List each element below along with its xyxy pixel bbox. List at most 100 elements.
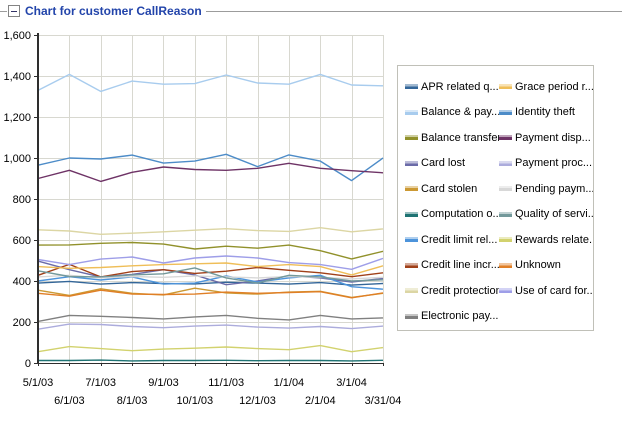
- x-axis-tick-label: 12/1/03: [239, 395, 276, 407]
- series-line: [37, 344, 384, 353]
- series-line: [37, 280, 384, 286]
- legend-item: Quality of servi...: [499, 202, 593, 228]
- panel-title: Chart for customer CallReason: [25, 4, 202, 18]
- legend-label: Credit limit rel...: [421, 233, 498, 246]
- legend-swatch: [499, 211, 512, 217]
- x-axis-tick-label: 10/1/03: [176, 395, 213, 407]
- legend-label: Balance transfer: [421, 131, 499, 144]
- legend-label: Computation o...: [421, 208, 499, 221]
- series-line: [37, 153, 384, 182]
- series-line: [37, 241, 384, 260]
- y-axis-tick-label: 1,200: [3, 112, 31, 124]
- x-axis-tick-label: 8/1/03: [117, 395, 148, 407]
- legend-label: Balance & pay...: [421, 106, 499, 119]
- legend-swatch: [499, 262, 512, 268]
- panel-header: Chart for customer CallReason: [0, 3, 622, 19]
- legend-item: Card lost: [405, 151, 499, 177]
- series-line: [37, 162, 384, 183]
- legend-swatch: [499, 186, 512, 192]
- legend-swatch: [405, 211, 418, 217]
- legend-swatch: [499, 160, 512, 166]
- x-axis-tick-label: 9/1/03: [148, 377, 179, 389]
- legend-swatch: [499, 135, 512, 141]
- x-axis-tick-label: 1/1/04: [274, 377, 305, 389]
- legend-item: Pending paym...: [499, 176, 593, 202]
- y-axis-tick-label: 600: [13, 235, 31, 247]
- legend-swatch: [405, 313, 418, 319]
- legend-label: Pending paym...: [515, 182, 593, 195]
- series-line: [37, 267, 384, 284]
- x-axis-tick-label: 3/1/04: [336, 377, 367, 389]
- legend-swatch: [499, 288, 512, 294]
- y-axis-tick-label: 200: [13, 317, 31, 329]
- legend-swatch: [499, 84, 512, 90]
- legend-label: Card lost: [421, 157, 466, 170]
- legend-swatch: [405, 109, 418, 115]
- header-rule-left: [0, 10, 7, 12]
- legend-label: Credit protection: [421, 284, 499, 297]
- legend-swatch: [405, 237, 418, 243]
- x-axis-tick-label: 11/1/03: [208, 377, 244, 389]
- legend-swatch: [405, 288, 418, 294]
- header-rule-right: [205, 10, 622, 12]
- legend-item: Electronic pay...: [405, 304, 499, 330]
- minus-icon: [11, 11, 17, 12]
- collapse-section-button[interactable]: [8, 5, 20, 17]
- legend-label: Rewards relate...: [515, 233, 593, 246]
- legend-label: Quality of servi...: [515, 208, 593, 221]
- y-axis-tick-label: 400: [13, 276, 31, 288]
- series-line: [37, 255, 384, 270]
- legend-item: Credit line incr...: [405, 253, 499, 279]
- legend-swatch: [405, 84, 418, 90]
- legend-label: Payment proc...: [515, 157, 593, 170]
- legend-item: Credit protection: [405, 278, 499, 304]
- series-line: [37, 289, 384, 299]
- legend-label: Payment disp...: [515, 131, 591, 144]
- legend-item: Card stolen: [405, 176, 499, 202]
- x-axis-tick-label: 6/1/03: [54, 395, 85, 407]
- x-axis-tick-label: 5/1/03: [23, 377, 54, 389]
- legend-swatch: [405, 186, 418, 192]
- legend-item: Grace period r...: [499, 74, 593, 100]
- legend-label: APR related q...: [421, 80, 499, 93]
- legend-item: Credit limit rel...: [405, 227, 499, 253]
- legend-item: Balance transfer: [405, 125, 499, 151]
- x-axis-tick-label: 2/1/04: [305, 395, 336, 407]
- legend-item: Payment disp...: [499, 125, 593, 151]
- y-axis-tick-label: 1,600: [3, 30, 31, 42]
- x-axis-tick-label: 7/1/03: [85, 377, 116, 389]
- legend-swatch: [405, 160, 418, 166]
- x-axis-tick-label: 3/31/04: [365, 395, 402, 407]
- legend-label: Use of card for...: [515, 284, 593, 297]
- chart-legend: APR related q... Balance & pay... Balance …: [397, 65, 594, 331]
- legend-label: Credit line incr...: [421, 259, 499, 272]
- legend-label: Grace period r...: [515, 80, 593, 93]
- legend-item: Rewards relate...: [499, 227, 593, 253]
- legend-item: Payment proc...: [499, 151, 593, 177]
- y-axis-tick-label: 1,000: [3, 153, 31, 165]
- legend-swatch: [405, 135, 418, 141]
- series-line: [37, 73, 384, 93]
- legend-swatch: [499, 109, 512, 115]
- legend-label: Unknown: [515, 259, 561, 272]
- series-line: [37, 262, 384, 276]
- legend-label: Card stolen: [421, 182, 478, 195]
- legend-item: Computation o...: [405, 202, 499, 228]
- y-axis-tick-label: 1,400: [3, 71, 31, 83]
- legend-label: Electronic pay...: [421, 310, 499, 323]
- y-axis-tick-label: 800: [13, 194, 31, 206]
- series-line: [38, 359, 384, 362]
- legend-item: Balance & pay...: [405, 100, 499, 126]
- legend-swatch: [405, 262, 418, 268]
- legend-item: Identity theft: [499, 100, 593, 126]
- series-line: [37, 314, 384, 323]
- legend-label: Identity theft: [515, 106, 575, 119]
- legend-item: APR related q...: [405, 74, 499, 100]
- legend-item: Use of card for...: [499, 278, 593, 304]
- legend-swatch: [499, 237, 512, 243]
- series-line: [37, 323, 384, 330]
- legend-item: Unknown: [499, 253, 593, 279]
- y-axis-tick-label: 0: [25, 358, 31, 370]
